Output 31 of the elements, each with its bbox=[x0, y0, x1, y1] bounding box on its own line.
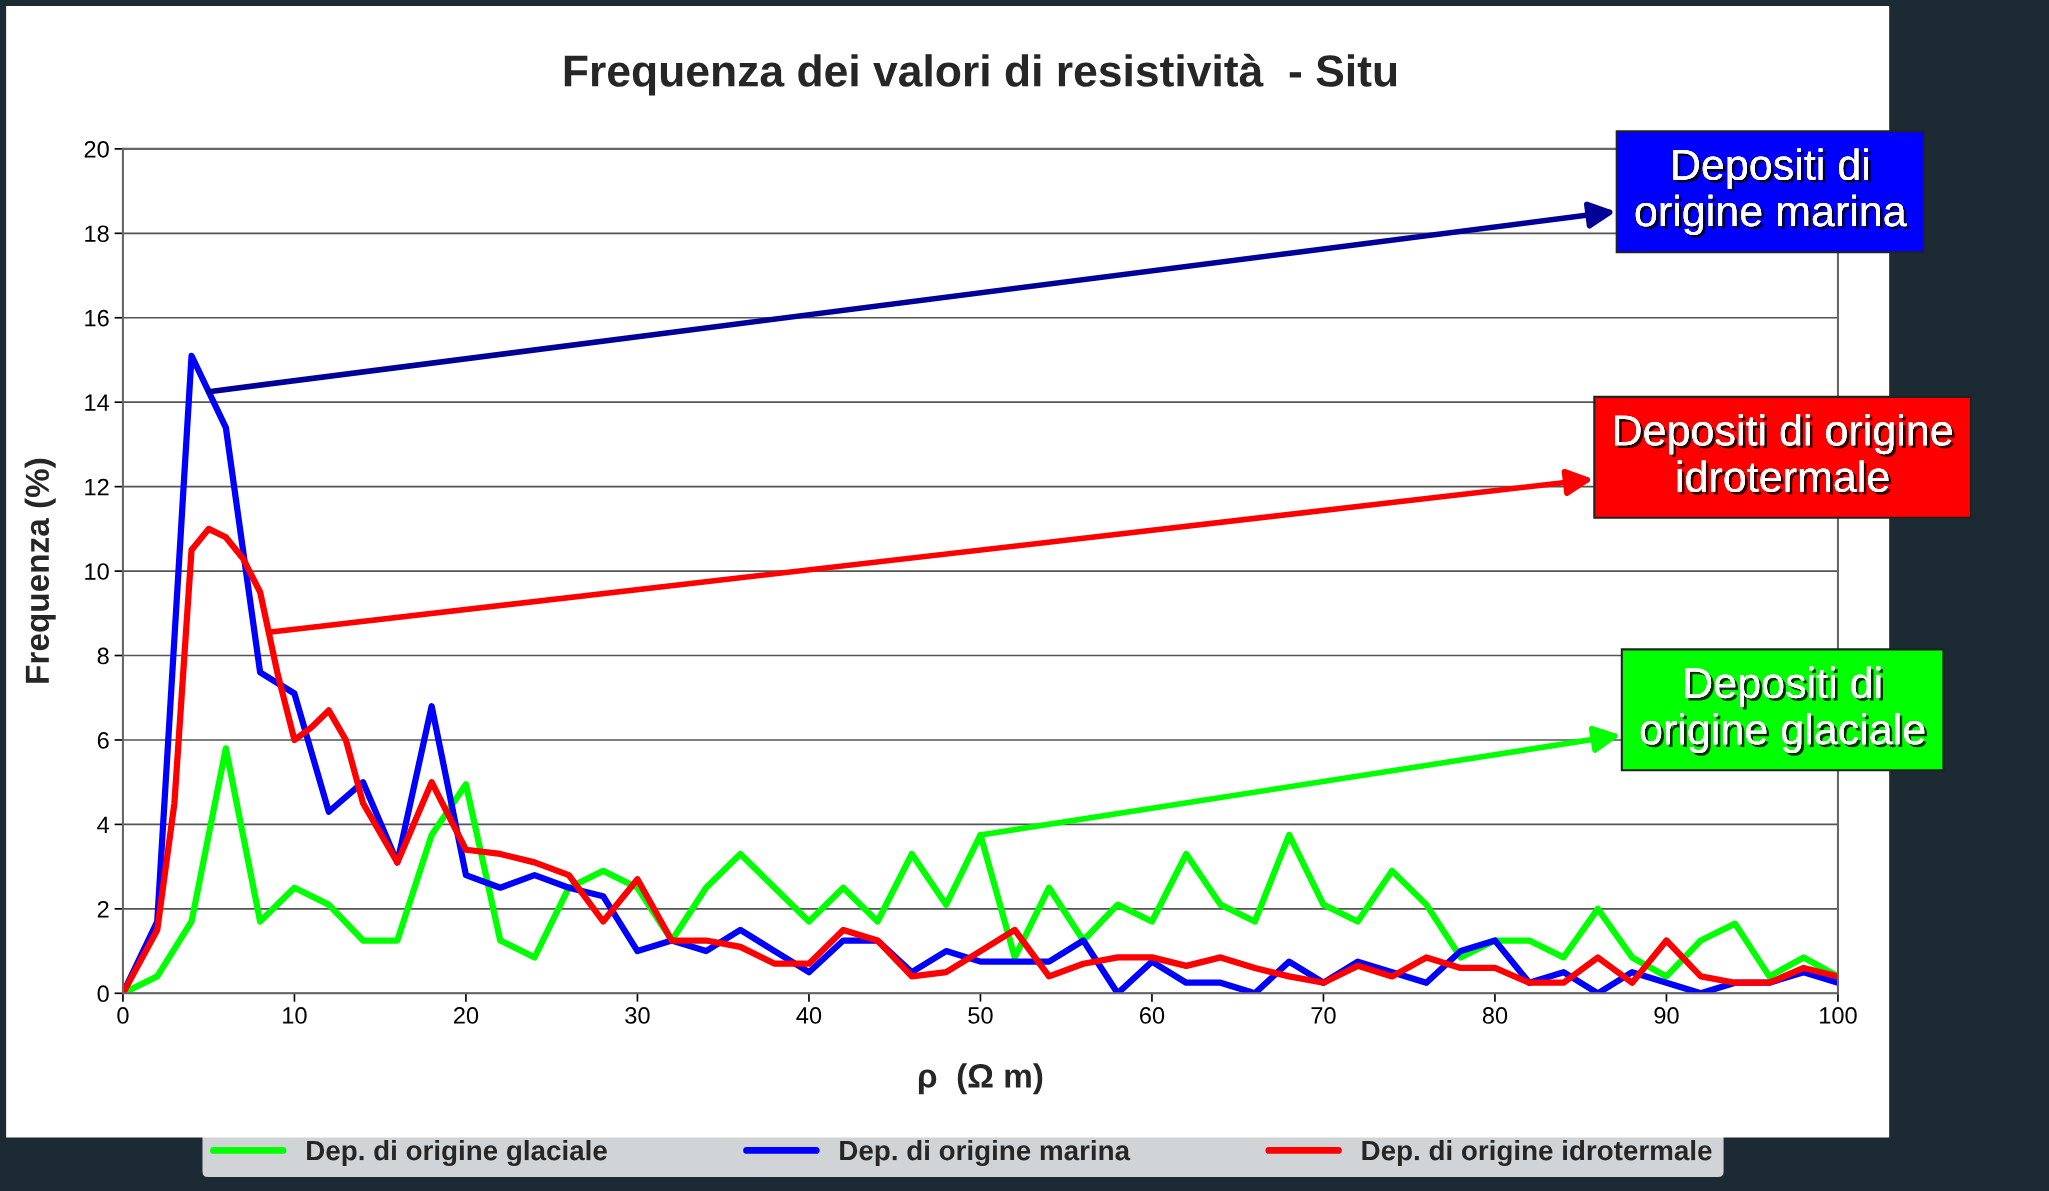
y-tick-label: 8 bbox=[97, 647, 109, 665]
x-tick-label: 60 bbox=[1140, 1007, 1165, 1024]
chart-title: Frequenza dei valori di resistività - Situ bbox=[564, 53, 1397, 96]
y-tick-label: 10 bbox=[85, 563, 109, 580]
y-axis-title: Frequenza (%) bbox=[24, 458, 56, 683]
x-tick-label: 80 bbox=[1482, 1007, 1508, 1024]
annotation: Depositi di origine marina bbox=[1635, 148, 1910, 238]
x-axis-title: ρ (Ω m) bbox=[918, 1063, 1043, 1095]
y-tick-label: 20 bbox=[84, 140, 109, 158]
y-tick-label: 14 bbox=[85, 394, 110, 411]
y-tick-label: 16 bbox=[85, 309, 109, 327]
x-tick-label: 20 bbox=[454, 1007, 479, 1024]
y-tick-label: 4 bbox=[97, 816, 110, 833]
legend-label: Dep. di origine idrotermale bbox=[1362, 1139, 1712, 1166]
y-tick-label: 2 bbox=[97, 900, 109, 918]
x-tick-label: 70 bbox=[1311, 1007, 1336, 1024]
x-tick-label: 90 bbox=[1654, 1007, 1679, 1024]
x-tick-label: 100 bbox=[1820, 1007, 1857, 1024]
annotation: Depositi di origine idrotermale bbox=[1615, 414, 1955, 495]
y-tick-label: 6 bbox=[97, 732, 109, 749]
x-tick-label: 40 bbox=[796, 1007, 822, 1024]
x-tick-label: 30 bbox=[625, 1007, 650, 1024]
annotation: Depositi di origine glaciale bbox=[1640, 666, 1928, 756]
x-tick-label: 0 bbox=[117, 1007, 129, 1024]
y-tick-label: 12 bbox=[85, 478, 109, 496]
legend-label: Dep. di origine glaciale bbox=[307, 1139, 607, 1166]
y-tick-label: 0 bbox=[97, 985, 109, 1003]
y-tick-label: 18 bbox=[85, 225, 109, 243]
legend-label: Dep. di origine marina bbox=[840, 1139, 1131, 1166]
x-tick-label: 10 bbox=[283, 1007, 307, 1024]
x-tick-label: 50 bbox=[968, 1007, 993, 1024]
